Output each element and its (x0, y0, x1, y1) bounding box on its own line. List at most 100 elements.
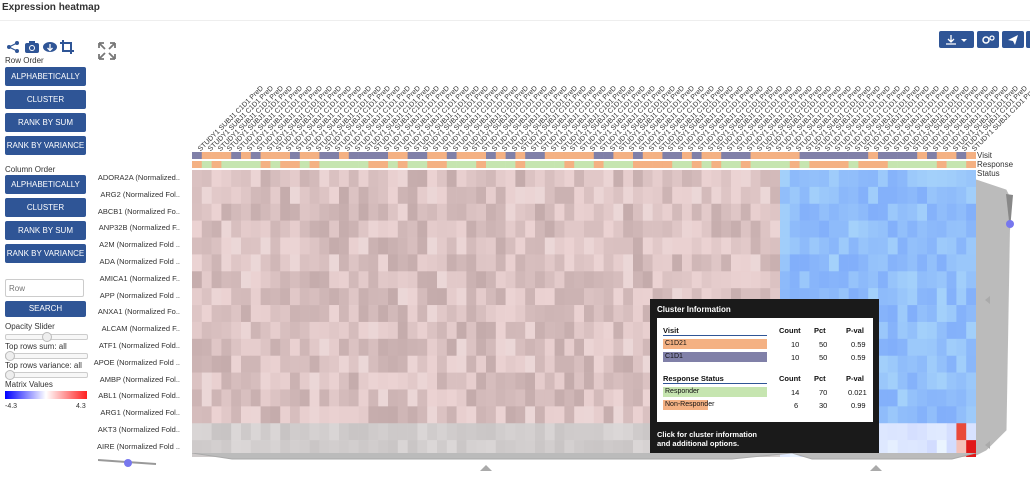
heatmap-cell (525, 406, 536, 424)
row-label[interactable]: AKT3 (Normalized Fold.. (97, 425, 180, 434)
heatmap-cell (662, 237, 673, 255)
heatmap-cell (270, 237, 281, 255)
heatmap-cell (319, 423, 330, 441)
heatmap-cell (544, 220, 555, 238)
heatmap-cell (456, 186, 467, 205)
heatmap-cell (662, 254, 673, 272)
heatmap-cell (593, 305, 604, 323)
heatmap-cell (701, 237, 712, 255)
response-cell (554, 161, 565, 168)
row-cluster-button[interactable]: CLUSTER (5, 90, 86, 109)
heatmap-cell (946, 170, 957, 188)
heatmap-cell (819, 288, 830, 306)
row-label[interactable]: ADA (Normalized Fold .. (99, 257, 180, 266)
row-label[interactable]: ANXA1 (Normalized Fo.. (97, 307, 180, 317)
share-icon[interactable] (6, 40, 20, 54)
row-rank-variance-button[interactable]: RANK BY VARIANCE (5, 136, 86, 155)
column-dendrogram-handle[interactable] (98, 459, 158, 469)
heatmap-matrix[interactable] (192, 170, 976, 457)
more-button[interactable] (1026, 31, 1030, 48)
row-label[interactable]: AIRE (Normalized Fold .. (97, 441, 180, 451)
col-alphabetically-button[interactable]: ALPHABETICALLY (5, 175, 86, 194)
col-rank-sum-button[interactable]: RANK BY SUM (5, 221, 86, 240)
row-label[interactable]: ATF1 (Normalized Fold.. (98, 341, 180, 350)
heatmap-cell (593, 355, 604, 373)
heatmap-cell (427, 440, 438, 457)
col-rank-variance-button[interactable]: RANK BY VARIANCE (5, 244, 86, 263)
cloud-download-icon[interactable] (42, 40, 57, 54)
top-rows-variance-slider[interactable] (5, 370, 88, 380)
opacity-slider-knob[interactable] (42, 332, 52, 342)
heatmap-cell (642, 220, 653, 238)
heatmap-cell (446, 321, 457, 340)
heatmap-cell (838, 271, 849, 289)
response-cell (299, 161, 310, 168)
row-label[interactable]: A2M (Normalized Fold .. (99, 240, 180, 250)
heatmap-cell (672, 288, 683, 306)
row-label[interactable]: APOE (Normalized Fold .. (93, 357, 180, 367)
heatmap-cell (397, 203, 408, 221)
response-cell (486, 161, 497, 168)
settings-button[interactable] (977, 31, 999, 48)
row-label[interactable]: ADORA2A (Normalized.. (97, 173, 180, 182)
row-dendrogram[interactable] (976, 170, 1016, 460)
heatmap-cell (456, 372, 467, 390)
heatmap-cell (642, 440, 653, 457)
row-label[interactable]: AMBP (Normalized Fol.. (99, 374, 180, 384)
row-label[interactable]: ARG2 (Normalized Fol.. (100, 189, 180, 199)
heatmap-cell (633, 372, 644, 390)
top-var-knob[interactable] (5, 370, 15, 380)
row-alphabetically-button[interactable]: ALPHABETICALLY (5, 67, 86, 86)
heatmap-cell (613, 372, 624, 390)
heatmap-cell (946, 321, 957, 340)
camera-icon[interactable] (24, 40, 39, 54)
heatmap-cell (241, 321, 252, 340)
heatmap-cell (290, 305, 301, 323)
opacity-slider[interactable] (5, 332, 88, 342)
heatmap-cell (623, 338, 634, 356)
heatmap-cell (299, 423, 310, 441)
heatmap-cell (221, 406, 232, 424)
tooltip-title: Cluster Information (657, 305, 731, 314)
row-label[interactable]: ABCB1 (Normalized Fo.. (97, 206, 180, 216)
heatmap-cell (907, 271, 918, 289)
heatmap-cell (378, 170, 389, 188)
row-label[interactable]: AMICA1 (Normalized F.. (99, 273, 180, 283)
heatmap-cell (486, 355, 497, 373)
heatmap-cell (564, 237, 575, 255)
heatmap-cell (907, 305, 918, 323)
col-cluster-button[interactable]: CLUSTER (5, 198, 86, 217)
heatmap-cell (446, 237, 457, 255)
heatmap-cell (966, 372, 976, 390)
heatmap-cell (838, 203, 849, 221)
search-button[interactable]: SEARCH (5, 301, 86, 317)
heatmap-cell (407, 237, 418, 255)
download-dropdown-button[interactable] (939, 31, 974, 48)
row-label[interactable]: ANP32B (Normalized F.. (98, 223, 180, 233)
column-dendrogram[interactable] (192, 453, 976, 473)
row-label[interactable]: ABL1 (Normalized Fold.. (98, 391, 180, 401)
heatmap-cell (388, 170, 399, 188)
heatmap-cell (319, 338, 330, 356)
send-button[interactable] (1002, 31, 1024, 48)
heatmap-cell (613, 305, 624, 323)
crop-icon[interactable] (60, 40, 74, 54)
expand-icon[interactable] (98, 42, 116, 60)
row-label[interactable]: ARG1 (Normalized Fol.. (100, 408, 180, 418)
heatmap-cell (270, 305, 281, 323)
heatmap-cell (495, 355, 506, 373)
heatmap-cell (348, 186, 359, 205)
top-rows-sum-slider[interactable] (5, 351, 88, 361)
heatmap-cell (623, 288, 634, 306)
heatmap-cell (388, 372, 399, 390)
row-label[interactable]: APP (Normalized Fold .. (99, 290, 180, 300)
row-rank-sum-button[interactable]: RANK BY SUM (5, 113, 86, 132)
heatmap-cell (388, 305, 399, 323)
heatmap-cell (329, 389, 340, 407)
row-search-input[interactable] (5, 279, 84, 297)
heatmap-cell (437, 355, 448, 373)
heatmap-cell (329, 305, 340, 323)
heatmap-cell (652, 220, 663, 238)
row-label[interactable]: ALCAM (Normalized F.. (101, 324, 180, 334)
top-sum-knob[interactable] (5, 351, 15, 361)
